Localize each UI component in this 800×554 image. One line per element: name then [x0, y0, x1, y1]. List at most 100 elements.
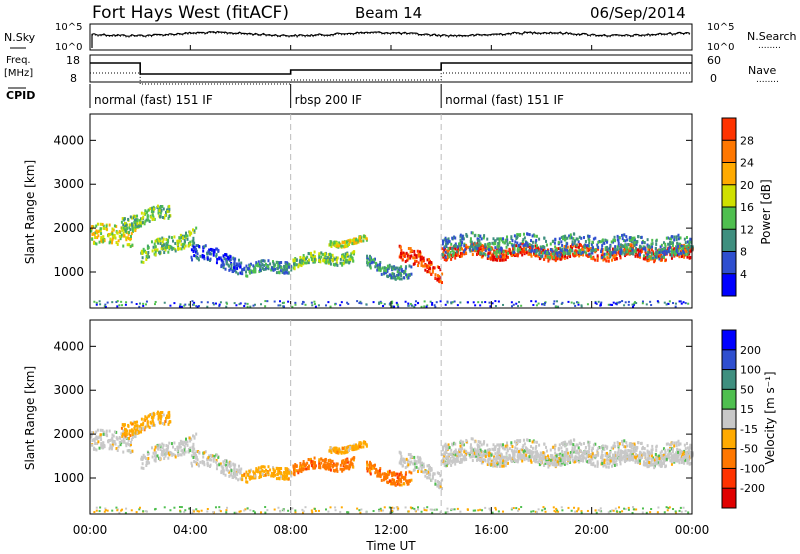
velocity-cell [656, 461, 659, 465]
power-cell [188, 230, 191, 234]
power-cell [535, 304, 538, 307]
velocity-cell [211, 454, 214, 458]
velocity-cell [328, 449, 331, 453]
power-cell [251, 269, 254, 273]
velocity-cell [166, 414, 169, 418]
power-cell [246, 302, 249, 305]
velocity-cell [318, 465, 321, 469]
power-cell [660, 255, 663, 259]
velocity-cell [431, 474, 434, 478]
power-cell [235, 270, 238, 274]
velocity-cell [255, 467, 258, 471]
velocity-cell [122, 440, 125, 444]
power-cell [441, 252, 444, 256]
power-cell [329, 305, 332, 308]
power-cell [554, 245, 557, 249]
power-cell [448, 240, 451, 244]
power-cell [109, 240, 112, 244]
velocity-cell [673, 444, 676, 448]
power-cell [338, 241, 341, 245]
power-cell [471, 245, 474, 249]
velocity-cell [653, 466, 656, 470]
velocity-cell [176, 449, 179, 453]
velocity-cell [559, 452, 562, 456]
power-cell [682, 251, 685, 255]
power-cell [138, 302, 141, 305]
power-cell [453, 253, 456, 257]
power-cell [606, 250, 609, 254]
velocity-cell [108, 429, 111, 433]
power-cell [612, 238, 615, 242]
power-cell [441, 272, 444, 276]
velocity-cell [174, 453, 177, 457]
power-cell [360, 302, 363, 305]
power-cell [460, 243, 463, 247]
velocity-cell [366, 469, 369, 473]
power-cell [627, 303, 630, 306]
power-cell [298, 263, 301, 267]
power-cell [208, 252, 211, 256]
power-cell [563, 245, 566, 249]
power-cell [528, 233, 531, 237]
power-cell [158, 237, 161, 241]
power-cell [314, 258, 317, 262]
power-cell [516, 254, 519, 258]
velocity-cell [151, 424, 154, 428]
power-cell [583, 250, 586, 254]
power-cell [484, 253, 487, 257]
power-cell [690, 241, 693, 245]
power-cell [677, 248, 680, 252]
power-cell [519, 246, 522, 250]
power-cell [216, 257, 219, 261]
power-cell [398, 244, 401, 248]
power-cell [591, 240, 594, 244]
power-cell [259, 268, 262, 272]
velocity-cell [249, 475, 252, 479]
velocity-cell [441, 478, 444, 482]
power-cell [434, 276, 437, 280]
velocity-cell [280, 472, 283, 476]
power-cell [480, 237, 483, 241]
velocity-cell [410, 455, 413, 459]
velocity-cell [571, 452, 574, 456]
power-cell [241, 272, 244, 276]
velocity-cell [352, 456, 355, 460]
power-cell [474, 304, 477, 307]
power-cell [601, 255, 604, 259]
velocity-cell [193, 447, 196, 451]
velocity-cell [612, 454, 615, 458]
velocity-cell [259, 470, 262, 474]
velocity-cell [302, 462, 305, 466]
power-cell [359, 235, 362, 239]
velocity-cell [145, 461, 148, 465]
velocity-cell [670, 462, 673, 466]
power-cell [409, 302, 412, 305]
power-cell [674, 252, 677, 256]
velocity-cell [235, 468, 238, 472]
power-cell [398, 266, 401, 270]
power-cell [470, 231, 473, 235]
velocity-cell [201, 459, 204, 463]
velocity-cell [249, 468, 252, 472]
power-cell [179, 247, 182, 251]
velocity-cell [661, 462, 664, 466]
power-cell [324, 261, 327, 265]
power-cell [523, 243, 526, 247]
power-cell [523, 236, 526, 240]
velocity-cell [345, 450, 348, 454]
velocity-cell [454, 457, 457, 461]
power-cell [335, 256, 338, 260]
velocity-cell [520, 448, 523, 452]
power-cell [134, 222, 137, 226]
velocity-cell [130, 422, 133, 426]
velocity-cell [554, 458, 557, 462]
velocity-cell [600, 460, 603, 464]
power-cell [341, 263, 344, 267]
power-cell [158, 250, 161, 254]
power-cell [648, 254, 651, 258]
power-cell [500, 246, 503, 250]
power-cell [627, 243, 630, 247]
power-cell [670, 251, 673, 255]
power-cell [235, 304, 238, 307]
power-cell [468, 247, 471, 251]
